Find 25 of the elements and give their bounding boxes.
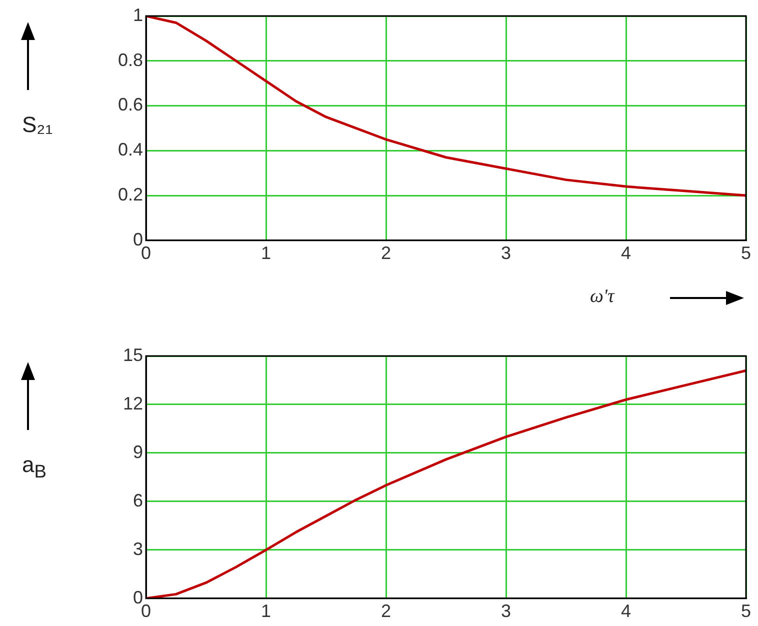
- y-tick-label: 0.2: [118, 184, 143, 204]
- y-tick-label: 15: [122, 344, 143, 365]
- y-tick-label: 6: [132, 490, 143, 510]
- y-tick-label: 0: [132, 587, 143, 608]
- y-tick-label: 1: [132, 4, 143, 25]
- x-tick-label: 2: [380, 243, 392, 264]
- x-tick-label: 5: [740, 243, 752, 264]
- x-tick-label: 2: [380, 601, 392, 622]
- x-tick-label: 4: [620, 243, 632, 264]
- x-tick-label: 3: [500, 601, 512, 622]
- y-tick-label: 0.4: [118, 140, 143, 160]
- y-tick-label: 9: [132, 442, 143, 462]
- y-tick-label: 12: [122, 393, 143, 414]
- y-tick-label: 0.6: [118, 94, 143, 115]
- x-tick-label: 5: [740, 601, 752, 622]
- x-tick-label: 4: [620, 601, 632, 622]
- x-tick-label: 3: [500, 243, 512, 264]
- y-tick-label: 0: [132, 229, 143, 250]
- y-axis-title: S₂₁: [22, 112, 53, 138]
- y-axis-title: a$_{B}$: [22, 452, 46, 482]
- y-tick-label: 0.8: [118, 50, 143, 70]
- x-tick-label: 1: [260, 243, 272, 264]
- x-axis-title: ω'τ: [590, 286, 614, 308]
- x-tick-label: 1: [260, 601, 272, 622]
- y-tick-label: 3: [132, 538, 143, 559]
